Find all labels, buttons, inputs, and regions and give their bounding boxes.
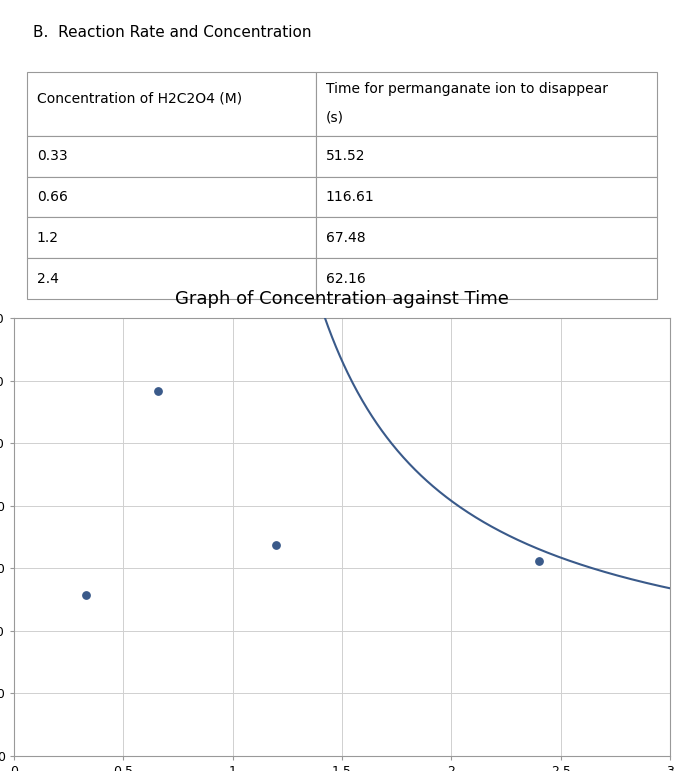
Point <box>534 555 544 567</box>
Text: (s): (s) <box>326 111 343 125</box>
FancyBboxPatch shape <box>316 72 657 136</box>
FancyBboxPatch shape <box>316 136 657 177</box>
FancyBboxPatch shape <box>316 177 657 217</box>
Text: 1.2: 1.2 <box>37 231 59 245</box>
Title: Graph of Concentration against Time: Graph of Concentration against Time <box>175 291 509 308</box>
Point <box>81 588 92 601</box>
Text: B.  Reaction Rate and Concentration: B. Reaction Rate and Concentration <box>34 25 312 40</box>
Text: 51.52: 51.52 <box>326 150 365 163</box>
Text: 67.48: 67.48 <box>326 231 365 245</box>
FancyBboxPatch shape <box>27 136 316 177</box>
Text: Concentration of H2C2O4 (M): Concentration of H2C2O4 (M) <box>37 91 241 106</box>
Text: 2.4: 2.4 <box>37 271 59 286</box>
FancyBboxPatch shape <box>316 217 657 258</box>
FancyBboxPatch shape <box>27 258 316 299</box>
Point <box>271 539 282 551</box>
Point <box>153 386 163 398</box>
FancyBboxPatch shape <box>316 258 657 299</box>
FancyBboxPatch shape <box>27 217 316 258</box>
FancyBboxPatch shape <box>27 177 316 217</box>
Text: 116.61: 116.61 <box>326 190 374 204</box>
FancyBboxPatch shape <box>27 72 316 136</box>
Text: 62.16: 62.16 <box>326 271 365 286</box>
Text: 0.66: 0.66 <box>37 190 68 204</box>
Text: Time for permanganate ion to disappear: Time for permanganate ion to disappear <box>326 82 607 96</box>
Text: 0.33: 0.33 <box>37 150 67 163</box>
